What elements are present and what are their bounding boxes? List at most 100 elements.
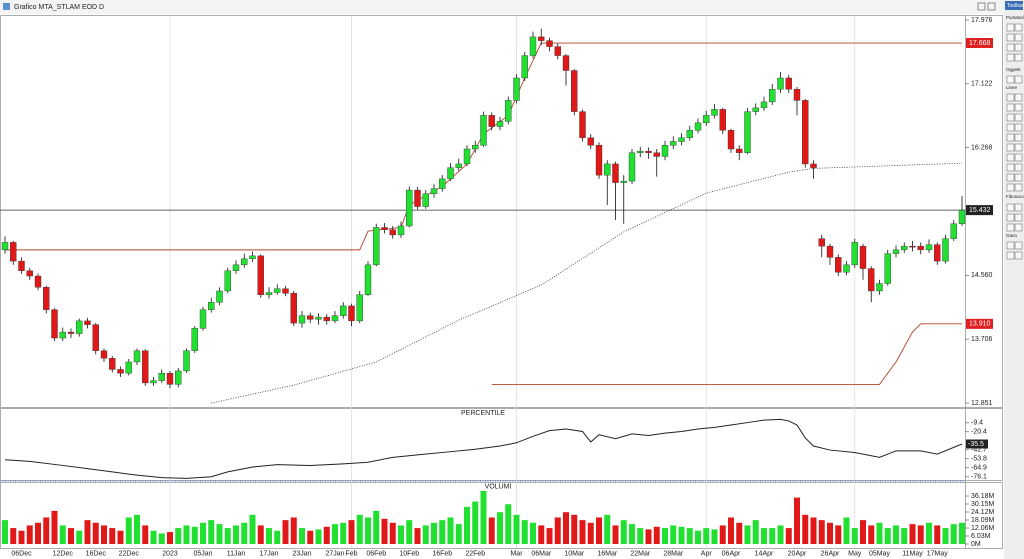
x-tick-label: 20Apr xyxy=(788,550,807,557)
y-tick-label: -9.4 xyxy=(971,420,983,427)
candle-body xyxy=(463,148,471,165)
volume-bar xyxy=(662,528,668,544)
tool-button[interactable] xyxy=(1006,241,1015,250)
candle-body xyxy=(447,167,454,180)
x-tick-label: 22Dec xyxy=(119,550,140,557)
volume-bar xyxy=(35,522,41,544)
tool-button[interactable] xyxy=(1014,53,1023,62)
candle-body xyxy=(505,100,512,122)
candle-body xyxy=(414,189,421,207)
tool-button[interactable] xyxy=(1006,123,1015,132)
tool-button[interactable] xyxy=(1014,153,1023,162)
y-tick-label: 12.851 xyxy=(971,400,993,407)
candle-body xyxy=(785,77,792,90)
tool-button[interactable] xyxy=(1014,123,1023,132)
candle-body xyxy=(835,257,842,273)
tool-button[interactable] xyxy=(1014,33,1023,42)
volume-bar xyxy=(521,520,528,544)
volume-bar xyxy=(670,525,677,544)
tool-button[interactable] xyxy=(1014,241,1023,250)
tool-button[interactable] xyxy=(1014,93,1023,102)
volume-bar xyxy=(530,522,536,544)
close-button[interactable] xyxy=(987,2,996,11)
volume-bar xyxy=(224,528,231,544)
tool-button[interactable] xyxy=(1014,173,1023,182)
tool-button[interactable] xyxy=(1014,103,1023,112)
volume-bar xyxy=(134,514,140,544)
tool-button[interactable] xyxy=(1014,163,1023,172)
candle-body xyxy=(703,115,710,124)
tool-button[interactable] xyxy=(1006,143,1015,152)
candle-body xyxy=(694,122,702,131)
candle-body xyxy=(579,111,586,138)
candle-body xyxy=(934,244,941,262)
tool-button[interactable] xyxy=(1014,133,1023,142)
toolbar-section: Gann xyxy=(1006,233,1018,238)
tool-button[interactable] xyxy=(1006,53,1015,62)
y-tick-label: 12.06M xyxy=(971,525,995,532)
volume-bar xyxy=(587,522,594,544)
tool-button[interactable] xyxy=(1006,113,1015,122)
volume-bar xyxy=(158,533,165,544)
x-tick-label: 22Mar xyxy=(630,550,651,557)
tool-button[interactable] xyxy=(1006,43,1015,52)
volume-bar xyxy=(736,522,743,544)
tool-button[interactable] xyxy=(1014,213,1023,222)
x-tick-label: 06Mar xyxy=(531,550,552,557)
volume-bar xyxy=(794,497,800,544)
volume-bar xyxy=(538,525,545,544)
volume-bar xyxy=(620,520,627,544)
volume-bar xyxy=(348,520,355,544)
tool-button[interactable] xyxy=(1006,173,1015,182)
panel-title: VOLUMI xyxy=(485,483,512,490)
volume-bar xyxy=(439,520,446,544)
volume-bar xyxy=(744,525,751,544)
candle-body xyxy=(422,193,429,207)
tool-button[interactable] xyxy=(1014,251,1023,260)
toolbar-title: Toolbar xyxy=(1007,3,1024,9)
tool-button[interactable] xyxy=(1014,143,1023,152)
tool-button[interactable] xyxy=(1006,203,1015,212)
candle-body xyxy=(777,77,784,90)
tool-button[interactable] xyxy=(1006,103,1015,112)
tool-button[interactable] xyxy=(1006,183,1015,192)
x-tick-label: 06Apr xyxy=(722,550,741,557)
tool-button[interactable] xyxy=(1006,251,1015,260)
tool-button[interactable] xyxy=(1014,43,1023,52)
title-bar xyxy=(0,0,1004,14)
candle-body xyxy=(265,292,273,295)
volume-bar xyxy=(233,525,239,544)
tool-button[interactable] xyxy=(1014,223,1023,232)
volume-bar xyxy=(183,525,190,544)
candle-body xyxy=(397,225,405,236)
candle-body xyxy=(554,46,561,56)
tool-button[interactable] xyxy=(1006,93,1015,102)
volume-bar xyxy=(629,524,635,544)
tool-button[interactable] xyxy=(1014,203,1023,212)
tool-button[interactable] xyxy=(1006,75,1015,84)
tool-button[interactable] xyxy=(1014,113,1023,122)
tool-button[interactable] xyxy=(1006,133,1015,142)
tool-button[interactable] xyxy=(1006,163,1015,172)
minimize-button[interactable] xyxy=(977,2,986,11)
tool-button[interactable] xyxy=(1006,213,1015,222)
x-tick-label: 10Mar xyxy=(564,550,585,557)
y-tick-label: 17.122 xyxy=(971,81,993,88)
candle-body xyxy=(950,223,957,239)
tool-button[interactable] xyxy=(1014,75,1023,84)
x-tick-label: Apr xyxy=(701,550,713,557)
candle-body xyxy=(59,331,66,339)
tool-button[interactable] xyxy=(1006,153,1015,162)
tool-button[interactable] xyxy=(1006,23,1015,32)
candle-body xyxy=(175,370,182,385)
tool-button[interactable] xyxy=(1006,33,1015,42)
tool-button[interactable] xyxy=(1014,183,1023,192)
candle-body xyxy=(859,245,867,269)
candle-body xyxy=(117,369,124,374)
candle-body xyxy=(158,372,165,381)
toolbar-section: Oggetti xyxy=(1006,67,1021,72)
volume-bar xyxy=(125,517,132,544)
tool-button[interactable] xyxy=(1014,23,1023,32)
tool-button[interactable] xyxy=(1006,223,1015,232)
